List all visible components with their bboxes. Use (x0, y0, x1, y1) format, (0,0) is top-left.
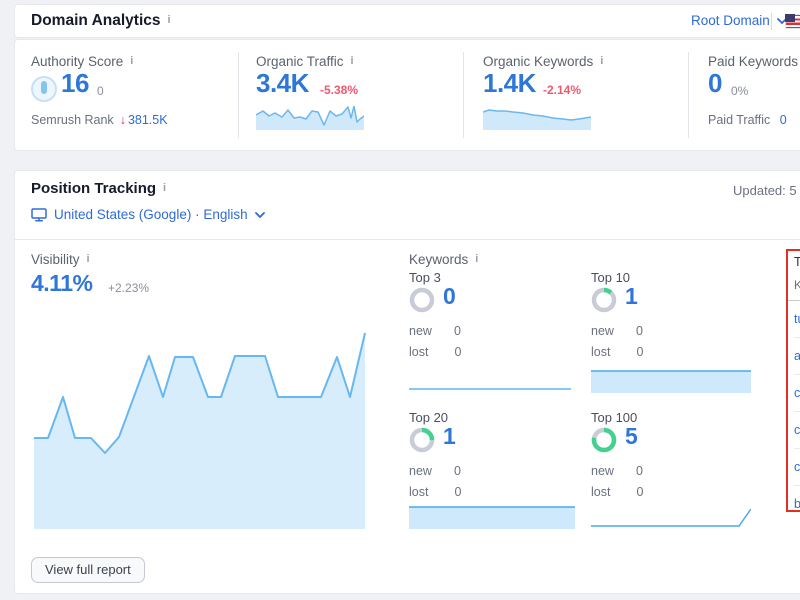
page-title: Domain Analytics (31, 12, 171, 30)
bucket-lost-row: lost 0 (409, 345, 462, 359)
visibility-area-chart (34, 331, 366, 529)
position-tracking-card: Position Tracking Updated: 5 United Stat… (14, 170, 800, 594)
paid-traffic-label: Paid Traffic (708, 113, 771, 127)
semrush-rank-label: Semrush Rank (31, 113, 114, 127)
top20-sparkline (409, 505, 575, 529)
info-icon[interactable] (87, 253, 90, 265)
bucket-new-row: new 0 (409, 324, 461, 338)
bucket-lost-row: lost 0 (591, 345, 644, 359)
organic-traffic-value: 3.4K (256, 68, 309, 98)
organic-traffic-label: Organic Traffic (256, 54, 354, 69)
section-divider (15, 239, 800, 240)
bucket-new-row: new 0 (409, 464, 461, 478)
keyword-bucket-top20: Top 20 1 new 0 lost 0 (409, 410, 579, 506)
rank-down-arrow-icon: ↓ (119, 113, 126, 127)
metric-divider (688, 52, 689, 138)
bucket-value: 1 (625, 283, 638, 309)
bucket-new-row: new 0 (591, 324, 643, 338)
bucket-new-row: new 0 (591, 464, 643, 478)
root-domain-selector[interactable]: Root Domain (691, 13, 787, 28)
paid-keywords-label: Paid Keywords (708, 54, 799, 69)
paid-traffic-row: Paid Traffic 0 (708, 113, 787, 127)
position-tracking-title: Position Tracking (31, 180, 166, 197)
authority-gauge-icon (31, 76, 57, 102)
keyword-link[interactable]: a (794, 338, 800, 375)
keyword-link[interactable]: c (794, 449, 800, 486)
bucket-label: Top 20 (409, 410, 449, 425)
keyword-bucket-top100: Top 100 5 new 0 lost 0 (591, 410, 761, 506)
info-icon[interactable] (168, 14, 171, 26)
keyword-link[interactable]: tu (794, 301, 800, 338)
bucket-lost-row: lost 0 (409, 485, 462, 499)
organic-keywords-sparkline (482, 106, 592, 130)
authority-score-value: 16 (61, 68, 89, 98)
chevron-down-icon (776, 17, 787, 24)
keyword-link[interactable]: c (794, 412, 800, 449)
info-icon[interactable] (163, 182, 166, 194)
organic-traffic-sparkline (255, 105, 365, 130)
paid-keywords-delta: 0% (731, 84, 749, 98)
paid-keywords-value: 0 (708, 68, 722, 98)
locale-selector[interactable]: United States (Google) · English (31, 207, 265, 222)
paid-traffic-value-link[interactable]: 0 (779, 113, 787, 127)
authority-score-suffix: 0 (97, 84, 104, 98)
view-full-report-button[interactable]: View full report (31, 557, 145, 583)
locale-label: United States (Google) · English (54, 207, 248, 222)
bucket-label: Top 100 (591, 410, 638, 425)
visibility-value: 4.11% (31, 270, 93, 296)
semrush-rank-value-link[interactable]: 381.5K (127, 113, 168, 127)
info-icon[interactable] (351, 55, 354, 67)
root-domain-label: Root Domain (691, 13, 770, 28)
bucket-value: 5 (625, 423, 638, 449)
donut-chart (591, 427, 617, 453)
info-icon[interactable] (130, 55, 133, 67)
info-icon[interactable] (475, 253, 478, 265)
keywords-label: Keywords (409, 252, 478, 267)
domain-analytics-header-card: Domain Analytics Root Domain (14, 4, 800, 38)
side-panel-title: To (794, 255, 800, 269)
metrics-card: Authority Score 16 0 Semrush Rank ↓381.5K… (14, 39, 800, 151)
organic-traffic-delta: -5.38% (320, 83, 359, 97)
visibility-label: Visibility (31, 252, 90, 267)
top3-sparkline (409, 369, 571, 393)
bucket-value: 0 (443, 283, 456, 309)
visibility-delta: +2.23% (108, 281, 150, 295)
bucket-label: Top 10 (591, 270, 631, 285)
bucket-lost-row: lost 0 (591, 485, 644, 499)
header-divider (771, 13, 772, 30)
metric-divider (463, 52, 464, 138)
us-flag-icon[interactable] (785, 14, 800, 29)
top10-sparkline (591, 369, 751, 393)
keyword-bucket-top3: Top 3 0 new 0 lost 0 (409, 270, 579, 366)
metric-divider (238, 52, 239, 138)
keyword-link[interactable]: c (794, 375, 800, 412)
keyword-link[interactable]: b (794, 497, 800, 511)
top100-sparkline (591, 505, 752, 529)
keyword-bucket-top10: Top 10 1 new 0 lost 0 (591, 270, 761, 366)
donut-chart (409, 427, 435, 453)
organic-keywords-label: Organic Keywords (483, 54, 603, 69)
bucket-value: 1 (443, 423, 456, 449)
page-title-text: Domain Analytics (31, 12, 161, 29)
organic-keywords-value: 1.4K (483, 68, 536, 98)
chevron-down-icon (254, 211, 265, 218)
bucket-label: Top 3 (409, 270, 441, 285)
desktop-icon (31, 207, 47, 222)
authority-score-label: Authority Score (31, 54, 133, 69)
semrush-rank-row: Semrush Rank ↓ 381.5K (31, 113, 168, 127)
side-panel-divider (788, 300, 800, 301)
updated-text: Updated: 5 (733, 183, 797, 198)
info-icon[interactable] (600, 55, 603, 67)
donut-chart (409, 287, 435, 313)
highlighted-side-panel: To K tu a c c c b (786, 249, 800, 512)
organic-keywords-delta: -2.14% (543, 83, 582, 97)
donut-chart (591, 287, 617, 313)
side-panel-column-header: K (794, 278, 800, 292)
